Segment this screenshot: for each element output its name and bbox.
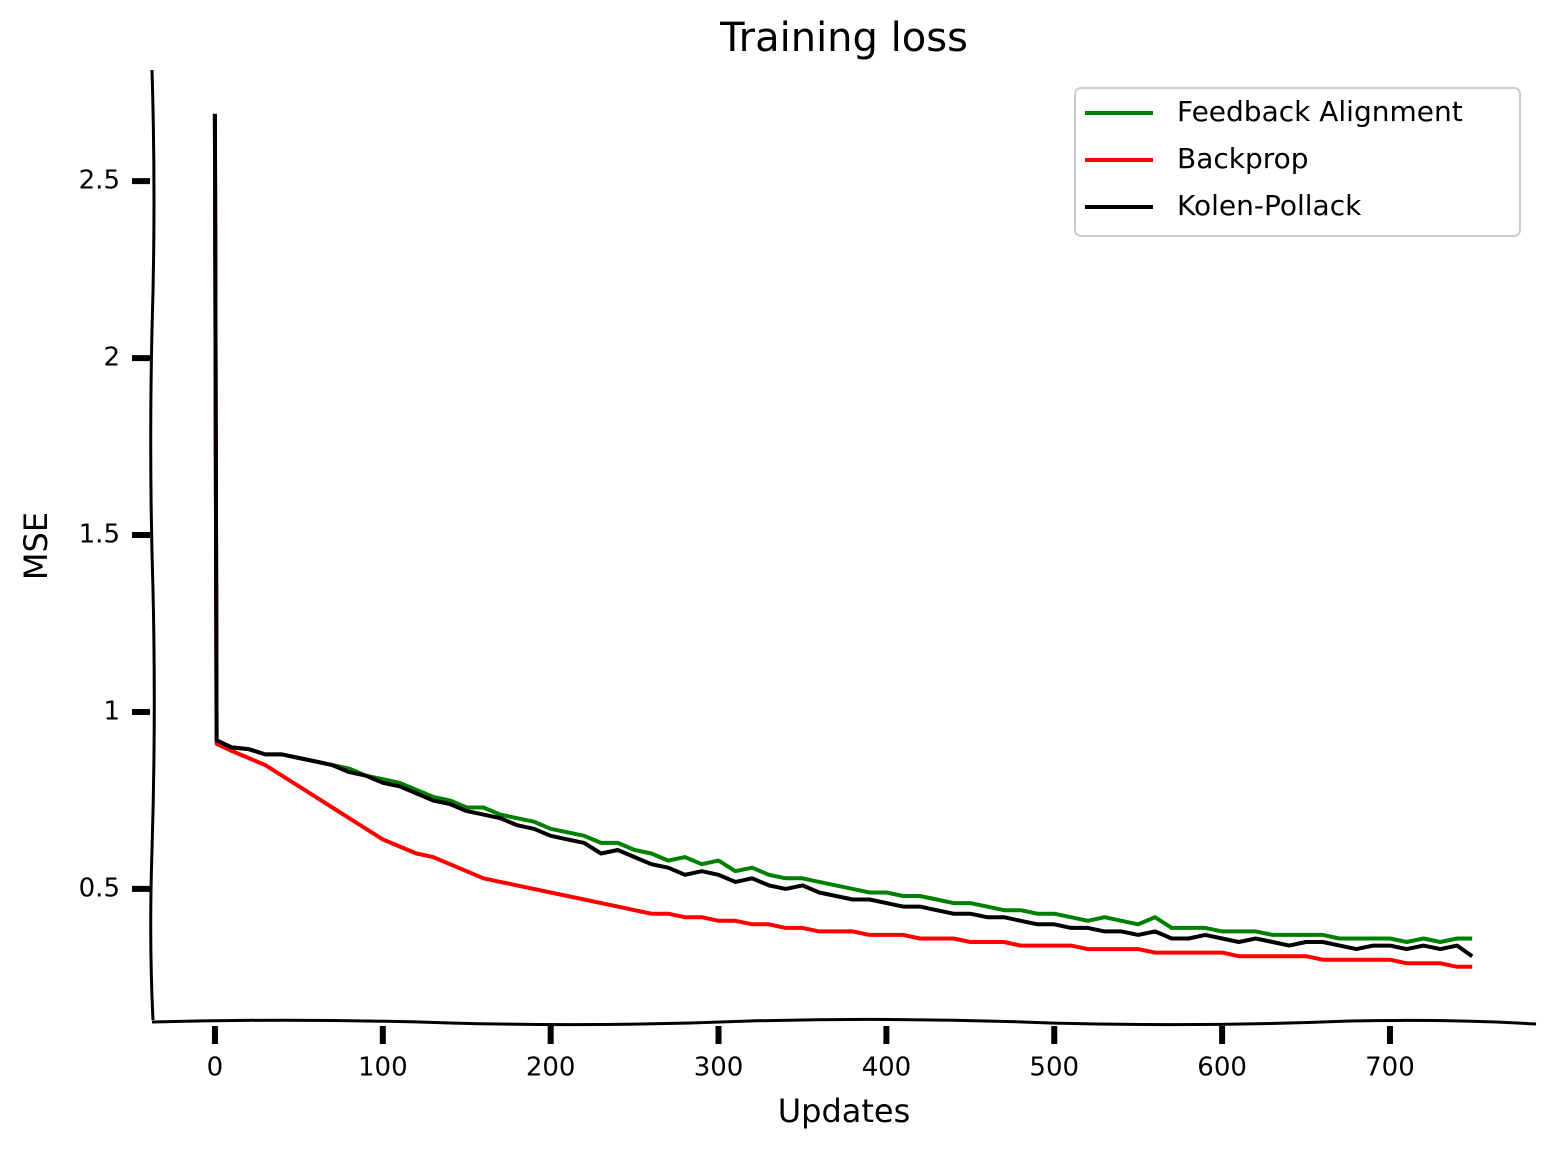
- series-line: [212, 113, 1473, 944]
- x-tick-label: 400: [862, 1053, 912, 1083]
- legend-label: Backprop: [1177, 142, 1309, 175]
- legend-label: Feedback Alignment: [1177, 95, 1463, 128]
- x-tick-label: 300: [694, 1053, 744, 1083]
- y-tick-label: 2.5: [79, 166, 120, 196]
- y-axis-label: MSE: [17, 512, 55, 580]
- y-tick-label: 1: [103, 696, 120, 726]
- chart-title: Training loss: [719, 15, 968, 61]
- x-axis: [151, 1017, 1537, 1027]
- y-axis: [149, 69, 156, 1021]
- x-tick-label: 600: [1197, 1053, 1247, 1083]
- y-tick-label: 2: [103, 343, 120, 373]
- y-tick-label: 0.5: [79, 873, 120, 903]
- x-tick-label: 200: [526, 1053, 576, 1083]
- legend-label: Kolen-Pollack: [1177, 189, 1362, 222]
- legend-box: [1074, 87, 1521, 237]
- x-axis-label: Updates: [778, 1092, 911, 1130]
- series-line: [212, 113, 1474, 958]
- x-tick-label: 0: [207, 1053, 224, 1083]
- x-tick-label: 700: [1365, 1053, 1415, 1083]
- series-line: [212, 113, 1473, 969]
- x-tick-label: 500: [1029, 1053, 1079, 1083]
- x-tick-label: 100: [358, 1053, 408, 1083]
- y-tick-label: 1.5: [79, 520, 120, 550]
